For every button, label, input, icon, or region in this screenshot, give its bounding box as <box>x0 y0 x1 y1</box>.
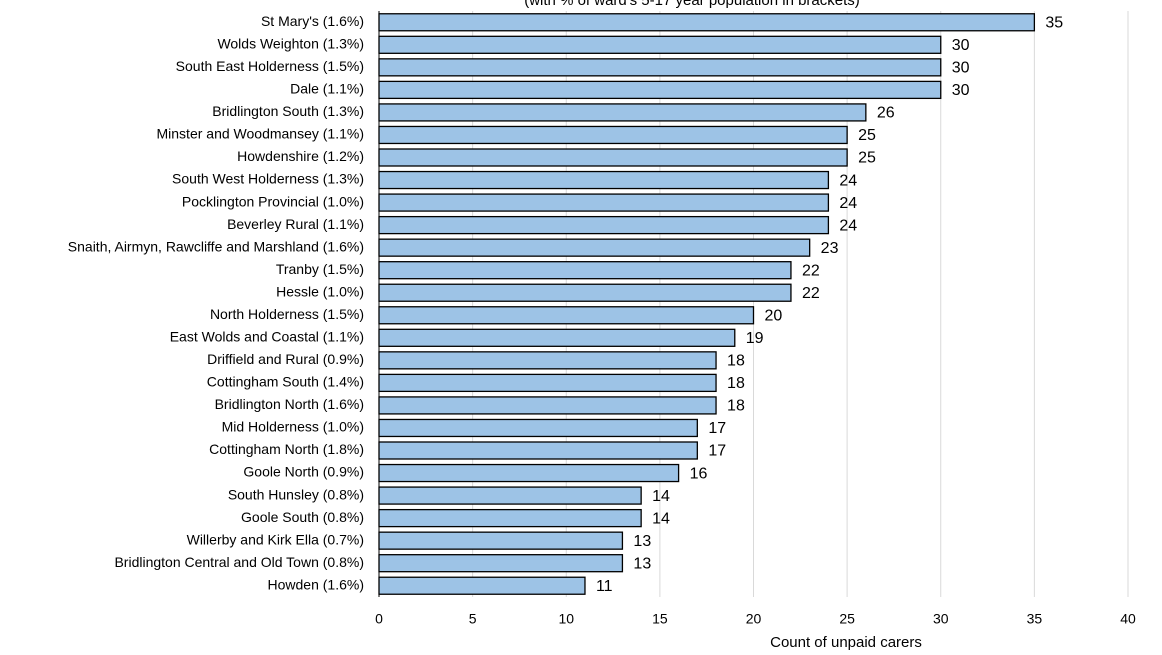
data-label: 24 <box>839 195 857 212</box>
y-tick-label: Minster and Woodmansey (1.1%) <box>157 126 365 142</box>
bar <box>378 103 867 122</box>
data-label: 22 <box>802 285 820 302</box>
y-tick-label: Goole South (0.8%) <box>241 509 364 525</box>
x-tick-label: 35 <box>1027 611 1043 627</box>
y-tick-label: Snaith, Airmyn, Rawcliffe and Marshland … <box>68 238 364 254</box>
y-tick-label: Cottingham South (1.4%) <box>207 374 364 390</box>
data-label: 25 <box>858 127 876 144</box>
data-label: 14 <box>652 510 670 527</box>
bar <box>378 508 642 528</box>
y-tick-label: South East Holderness (1.5%) <box>176 58 364 74</box>
bar <box>378 554 624 573</box>
data-label: 18 <box>727 353 745 370</box>
bar <box>378 283 792 302</box>
y-tick-label: Howden (1.6%) <box>268 576 365 592</box>
bar <box>378 35 942 54</box>
bar <box>378 396 717 415</box>
y-tick-label: Bridlington South (1.3%) <box>212 103 364 119</box>
y-tick-label: Bridlington Central and Old Town (0.8%) <box>114 554 364 570</box>
y-tick-label: Goole North (0.9%) <box>243 464 364 480</box>
x-tick-label: 40 <box>1120 611 1136 627</box>
bar <box>378 13 1036 32</box>
bar <box>378 463 680 483</box>
data-label: 13 <box>633 555 651 572</box>
bar <box>378 531 624 550</box>
data-label: 25 <box>858 150 876 167</box>
data-label: 17 <box>708 443 726 460</box>
bar <box>378 261 792 280</box>
bar <box>378 148 848 167</box>
y-tick-label: Willerby and Kirk Ella (0.7%) <box>187 531 364 547</box>
y-tick-label: East Wolds and Coastal (1.1%) <box>170 329 364 345</box>
data-label: 13 <box>633 533 651 550</box>
bar <box>378 373 717 393</box>
y-tick-label: St Mary's (1.6%) <box>261 13 364 29</box>
bar <box>378 418 698 438</box>
x-tick-label: 30 <box>933 611 949 627</box>
data-label: 14 <box>652 488 670 505</box>
data-label: 20 <box>765 307 783 324</box>
y-tick-label: Mid Holderness (1.0%) <box>222 419 364 435</box>
x-tick-label: 0 <box>375 611 383 627</box>
bar <box>378 351 717 370</box>
y-tick-label: Beverley Rural (1.1%) <box>227 216 364 232</box>
bar <box>378 328 736 347</box>
data-label: 18 <box>727 398 745 415</box>
data-label: 30 <box>952 82 970 99</box>
x-tick-label: 5 <box>469 611 477 627</box>
data-label: 30 <box>952 60 970 77</box>
data-label: 22 <box>802 262 820 279</box>
data-label: 11 <box>596 578 613 595</box>
bar <box>378 486 642 505</box>
y-tick-label: Dale (1.1%) <box>290 81 364 97</box>
x-tick-label: 15 <box>652 611 668 627</box>
y-tick-label: Pocklington Provincial (1.0%) <box>182 193 364 209</box>
data-label: 16 <box>690 465 708 482</box>
bar <box>378 576 586 595</box>
y-tick-label: Wolds Weighton (1.3%) <box>217 36 364 52</box>
data-label: 26 <box>877 105 895 122</box>
y-tick-label: North Holderness (1.5%) <box>210 306 364 322</box>
data-label: 30 <box>952 37 970 54</box>
bar <box>378 170 830 190</box>
bar <box>378 58 942 77</box>
y-tick-label: Cottingham North (1.8%) <box>209 441 364 457</box>
bar <box>378 215 830 235</box>
x-tick-label: 20 <box>746 611 762 627</box>
x-tick-label: 10 <box>558 611 574 627</box>
data-label: 19 <box>746 330 764 347</box>
y-tick-label: Howdenshire (1.2%) <box>237 148 364 164</box>
y-tick-label: South Hunsley (0.8%) <box>228 486 364 502</box>
bar <box>378 238 811 257</box>
data-label: 24 <box>839 217 857 234</box>
y-tick-label: Driffield and Rural (0.9%) <box>207 351 364 367</box>
y-tick-label: South West Holderness (1.3%) <box>172 171 364 187</box>
y-tick-label: Tranby (1.5%) <box>276 261 364 277</box>
data-label: 18 <box>727 375 745 392</box>
data-label: 24 <box>839 172 857 189</box>
x-tick-label: 25 <box>839 611 855 627</box>
bar <box>378 306 755 325</box>
bar <box>378 193 830 212</box>
data-label: 17 <box>708 420 726 437</box>
bar <box>378 80 942 100</box>
y-tick-label: Bridlington North (1.6%) <box>215 396 364 412</box>
bar <box>378 125 848 145</box>
x-axis-title: Count of unpaid carers <box>770 634 922 651</box>
chart-subtitle: (with % of ward's 5-17 year population i… <box>524 0 860 9</box>
y-tick-label: Hessle (1.0%) <box>276 283 364 299</box>
data-label: 35 <box>1045 14 1063 31</box>
bar <box>378 441 698 460</box>
data-label: 23 <box>821 240 839 257</box>
